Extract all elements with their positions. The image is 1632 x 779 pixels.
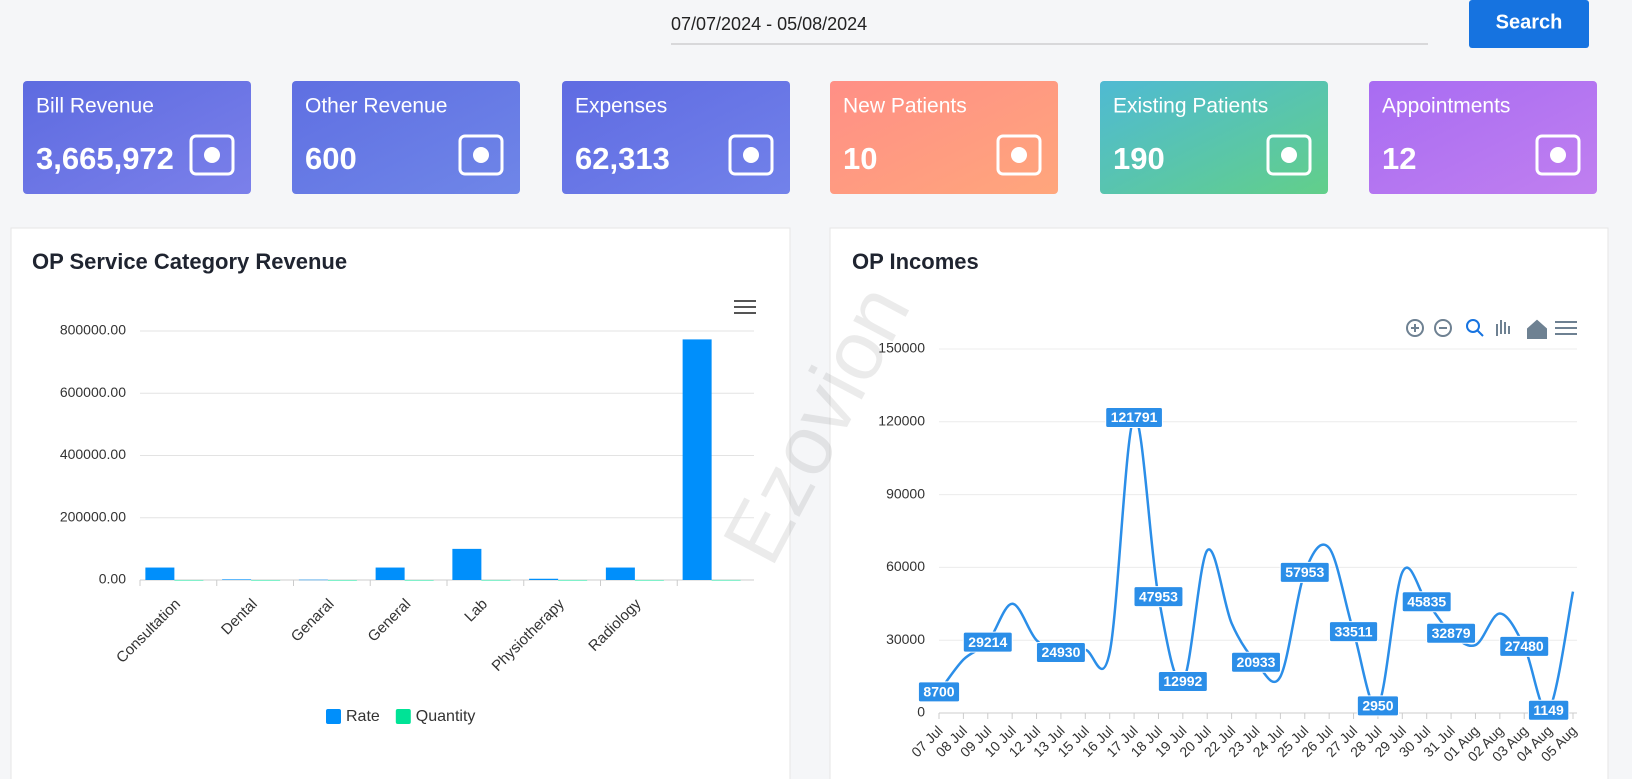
bar bbox=[605, 567, 635, 580]
y-tick-label: 800000.00 bbox=[60, 322, 126, 338]
data-label-box bbox=[1328, 621, 1379, 643]
card bbox=[23, 81, 251, 194]
card-icon bbox=[458, 134, 504, 176]
card-title: Existing Patients bbox=[1113, 95, 1268, 118]
card bbox=[292, 81, 520, 194]
y-tick-label: 0.00 bbox=[99, 571, 126, 587]
card bbox=[830, 81, 1058, 194]
bar bbox=[481, 579, 511, 581]
card-icon bbox=[189, 134, 235, 176]
card-icon bbox=[1535, 134, 1581, 176]
card-title: Bill Revenue bbox=[36, 95, 154, 118]
card-icon bbox=[743, 147, 759, 163]
data-label-box bbox=[917, 681, 961, 703]
data-label-box bbox=[1426, 622, 1477, 644]
y-tick-label: 60000 bbox=[886, 558, 925, 574]
data-label: 32879 bbox=[1432, 625, 1471, 641]
bar bbox=[529, 578, 559, 580]
search-button[interactable] bbox=[1469, 0, 1589, 48]
card-icon bbox=[728, 134, 774, 176]
menu-icon[interactable] bbox=[734, 300, 756, 314]
data-label: 2950 bbox=[1362, 698, 1393, 714]
card-title: Expenses bbox=[575, 95, 667, 118]
data-label: 20933 bbox=[1237, 654, 1276, 670]
card-value: 62,313 bbox=[575, 141, 670, 176]
y-tick-label: 150000 bbox=[878, 340, 925, 356]
data-label-box bbox=[1401, 591, 1452, 613]
y-tick-label: 90000 bbox=[886, 485, 925, 501]
chart-title: OP Service Category Revenue bbox=[32, 249, 347, 274]
card bbox=[1100, 81, 1328, 194]
data-label: 33511 bbox=[1334, 623, 1372, 639]
card-title: Other Revenue bbox=[305, 95, 447, 118]
card-icon bbox=[1266, 134, 1312, 176]
bar bbox=[404, 579, 434, 581]
card-icon bbox=[1550, 147, 1566, 163]
y-tick-label: 120000 bbox=[878, 413, 925, 429]
data-label: 8700 bbox=[923, 684, 954, 700]
card bbox=[1369, 81, 1597, 194]
data-label-box bbox=[1356, 695, 1400, 717]
card-value: 600 bbox=[305, 141, 357, 176]
y-tick-label: 400000.00 bbox=[60, 446, 126, 462]
card-icon bbox=[1011, 147, 1027, 163]
bar bbox=[251, 579, 281, 581]
bar bbox=[145, 567, 175, 580]
bar bbox=[375, 567, 405, 580]
data-label: 29214 bbox=[968, 634, 1007, 650]
y-tick-label: 600000.00 bbox=[60, 384, 126, 400]
data-label-box bbox=[1133, 586, 1184, 608]
data-label-box bbox=[1157, 670, 1208, 692]
date-range[interactable]: 07/07/2024 - 05/08/2024 bbox=[671, 14, 867, 34]
bar bbox=[634, 579, 664, 581]
card-icon bbox=[473, 147, 489, 163]
card bbox=[562, 81, 790, 194]
card-title: Appointments bbox=[1382, 95, 1510, 118]
data-label: 45835 bbox=[1407, 593, 1446, 609]
data-label-box bbox=[1231, 651, 1281, 673]
bar bbox=[174, 579, 204, 581]
card-title: New Patients bbox=[843, 95, 967, 118]
data-label: 121791 bbox=[1111, 409, 1158, 425]
data-label-box bbox=[1279, 561, 1330, 583]
bar bbox=[327, 579, 357, 581]
y-tick-label: 0 bbox=[917, 704, 925, 720]
data-label-box bbox=[1035, 642, 1086, 664]
search-label[interactable]: Search bbox=[1496, 11, 1563, 33]
legend-label: Rate bbox=[346, 708, 380, 725]
data-label: 12992 bbox=[1163, 673, 1202, 689]
legend-swatch bbox=[395, 709, 411, 724]
card-value: 190 bbox=[1113, 141, 1165, 176]
data-label: 47953 bbox=[1139, 588, 1178, 604]
y-tick-label: 30000 bbox=[886, 631, 925, 647]
data-label: 1149 bbox=[1533, 702, 1564, 718]
card-icon bbox=[996, 134, 1042, 176]
bar bbox=[222, 579, 252, 580]
data-label-box bbox=[1527, 699, 1570, 721]
chart-toolbar[interactable] bbox=[1406, 319, 1577, 339]
bar bbox=[711, 579, 741, 581]
chart-title: OP Incomes bbox=[852, 249, 979, 274]
data-label-box bbox=[1499, 635, 1550, 657]
card-icon bbox=[204, 147, 220, 163]
card-value: 12 bbox=[1382, 141, 1416, 176]
legend-swatch bbox=[326, 709, 341, 724]
data-label: 24930 bbox=[1041, 644, 1080, 660]
panel bbox=[10, 227, 791, 779]
bar bbox=[452, 548, 482, 580]
data-label: 27480 bbox=[1505, 638, 1544, 654]
data-label-box bbox=[1105, 406, 1163, 428]
bar bbox=[682, 339, 712, 580]
card-value: 10 bbox=[843, 141, 877, 176]
card-value: 3,665,972 bbox=[36, 141, 174, 176]
data-label: 57953 bbox=[1285, 564, 1324, 580]
data-label-box bbox=[962, 631, 1013, 653]
card-icon bbox=[1281, 147, 1297, 163]
bar bbox=[558, 579, 588, 581]
bar bbox=[298, 579, 328, 581]
y-tick-label: 200000.00 bbox=[60, 508, 126, 524]
legend-label: Quantity bbox=[416, 708, 476, 725]
